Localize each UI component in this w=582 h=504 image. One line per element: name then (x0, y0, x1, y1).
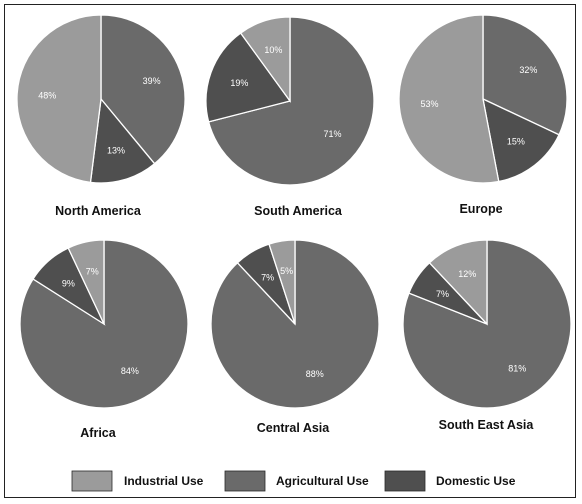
slice-label-industrial-use: 5% (280, 266, 293, 276)
slice-label-domestic-use: 13% (107, 146, 125, 156)
slice-label-industrial-use: 10% (264, 45, 282, 55)
slice-agricultural-use (210, 239, 380, 409)
pie-charts: 39% 13% 48% North America 71% 19% 10% South Ame… (16, 14, 572, 440)
legend-label: Agricultural Use (276, 474, 369, 488)
legend: Industrial Use Agricultural Use Domestic U… (71, 470, 516, 492)
slice-label-agricultural-use: 81% (508, 364, 526, 374)
legend-swatch (384, 470, 426, 492)
slice-industrial-use (428, 239, 488, 326)
chart-title: North America (55, 204, 142, 218)
slice-agricultural-use (207, 16, 375, 186)
slice-label-domestic-use: 15% (507, 137, 525, 147)
slice-label-agricultural-use: 88% (306, 369, 324, 379)
slice-industrial-use (268, 239, 296, 325)
pie-south-east-asia: 81% 7% 12% South East Asia (402, 239, 572, 432)
slice-industrial-use (67, 239, 105, 325)
legend-swatch (224, 470, 266, 492)
pie-central-asia: 88% 7% 5% Central Asia (210, 239, 380, 435)
slice-industrial-use (398, 14, 500, 184)
slice-label-industrial-use: 12% (458, 269, 476, 279)
slice-agricultural-use (402, 239, 572, 409)
slice-label-domestic-use: 7% (436, 289, 449, 299)
slice-label-agricultural-use: 84% (121, 366, 139, 376)
slice-label-agricultural-use: 32% (519, 65, 537, 75)
slice-label-domestic-use: 19% (230, 78, 248, 88)
slice-label-agricultural-use: 71% (323, 129, 341, 139)
slice-domestic-use (89, 97, 156, 184)
pie-north-america: 39% 13% 48% North America (16, 14, 186, 218)
slice-label-industrial-use: 7% (86, 267, 99, 277)
slice-label-domestic-use: 9% (62, 279, 75, 289)
slice-agricultural-use (100, 14, 186, 165)
slice-domestic-use (482, 97, 560, 183)
legend-item-agricultural-use: Agricultural Use (224, 470, 369, 492)
slice-industrial-use (16, 14, 102, 184)
slice-label-industrial-use: 53% (420, 99, 438, 109)
slice-domestic-use (205, 32, 292, 123)
legend-swatch (71, 470, 113, 492)
chart-title: Africa (80, 426, 116, 440)
slice-industrial-use (239, 16, 291, 104)
chart-title: Central Asia (257, 421, 331, 435)
legend-label: Industrial Use (124, 474, 204, 488)
chart-title: South America (254, 204, 343, 218)
pie-africa: 84% 9% 7% Africa (19, 239, 189, 440)
pie-europe: 32% 15% 53% Europe (398, 14, 568, 216)
slice-label-agricultural-use: 39% (143, 76, 161, 86)
slice-agricultural-use (482, 14, 568, 136)
slice-label-industrial-use: 48% (38, 91, 56, 101)
legend-item-industrial-use: Industrial Use (71, 470, 204, 492)
chart-title: Europe (459, 202, 502, 216)
pie-south-america: 71% 19% 10% South America (205, 16, 375, 218)
slice-label-domestic-use: 7% (261, 273, 274, 283)
chart-title: South East Asia (439, 418, 535, 432)
legend-item-domestic-use: Domestic Use (384, 470, 516, 492)
legend-label: Domestic Use (436, 474, 516, 488)
